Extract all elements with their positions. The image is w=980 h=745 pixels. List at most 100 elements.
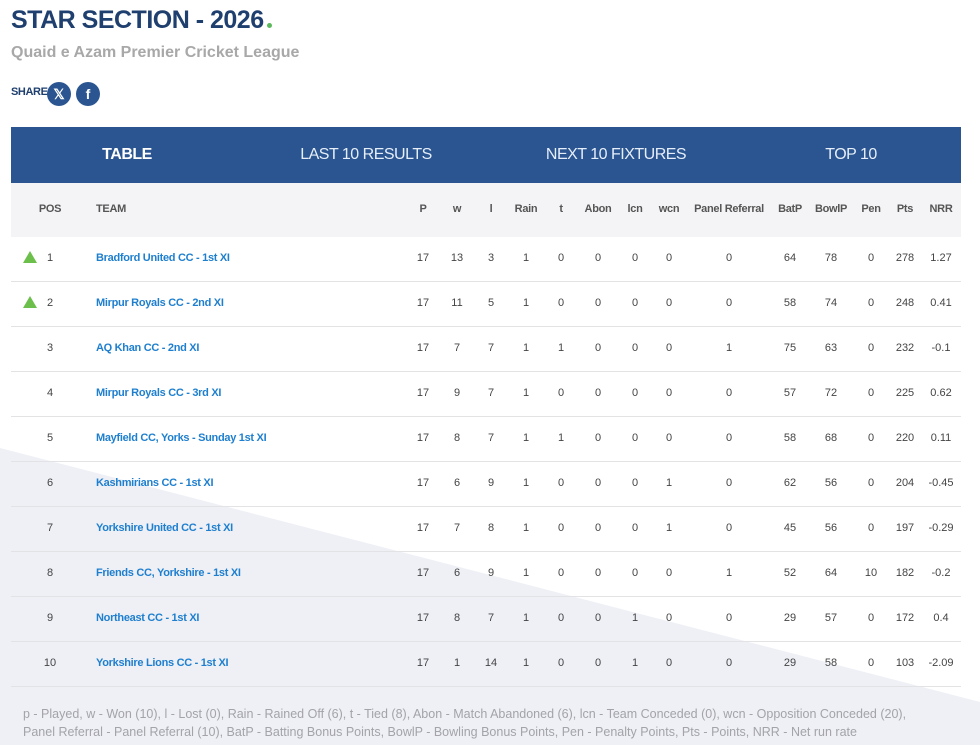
column-header: NRR bbox=[929, 203, 953, 215]
column-header: POS bbox=[38, 203, 62, 215]
cell: 6 bbox=[46, 477, 54, 489]
cell: 58 bbox=[783, 432, 797, 444]
cell: 0 bbox=[725, 612, 733, 624]
cell: 204 bbox=[895, 477, 915, 489]
cell: -0.2 bbox=[931, 567, 951, 579]
cell: 0 bbox=[725, 297, 733, 309]
cell: 248 bbox=[895, 297, 915, 309]
cell: 232 bbox=[895, 342, 915, 354]
cell: 1 bbox=[46, 252, 54, 264]
cell: 6 bbox=[453, 477, 461, 489]
cell: 0 bbox=[867, 477, 875, 489]
team-link[interactable]: Mirpur Royals CC - 2nd XI bbox=[96, 297, 224, 309]
cell: 197 bbox=[895, 522, 915, 534]
facebook-share-button[interactable]: f bbox=[76, 82, 100, 106]
cell: 5 bbox=[487, 297, 495, 309]
cell: 0 bbox=[725, 387, 733, 399]
tab[interactable]: TOP 10 bbox=[825, 146, 877, 163]
cell: 1 bbox=[665, 522, 673, 534]
cell: 103 bbox=[895, 657, 915, 669]
row-divider bbox=[11, 326, 961, 327]
cell: 6 bbox=[453, 567, 461, 579]
cell: 56 bbox=[824, 477, 838, 489]
x-share-button[interactable]: 𝕏 bbox=[47, 82, 71, 106]
cell: 225 bbox=[895, 387, 915, 399]
cell: 29 bbox=[783, 657, 797, 669]
cell: 0 bbox=[665, 297, 673, 309]
cell: 0 bbox=[557, 252, 565, 264]
cell: 0 bbox=[594, 657, 602, 669]
cell: 13 bbox=[450, 252, 464, 264]
tab[interactable]: TABLE bbox=[102, 146, 152, 163]
cell: 0 bbox=[665, 252, 673, 264]
cell: 1 bbox=[522, 432, 530, 444]
row-divider bbox=[11, 371, 961, 372]
team-link[interactable]: AQ Khan CC - 2nd XI bbox=[96, 342, 200, 354]
cell: 0 bbox=[557, 612, 565, 624]
cell: 7 bbox=[46, 522, 54, 534]
row-divider bbox=[11, 686, 961, 687]
cell: 0 bbox=[867, 432, 875, 444]
tab[interactable]: NEXT 10 FIXTURES bbox=[545, 146, 687, 163]
row-divider bbox=[11, 281, 961, 282]
table-header bbox=[11, 183, 961, 237]
team-link[interactable]: Kashmirians CC - 1st XI bbox=[96, 477, 214, 489]
title-text: STAR SECTION - 2026 bbox=[11, 6, 264, 34]
cell: 17 bbox=[416, 297, 430, 309]
cell: 0 bbox=[631, 522, 639, 534]
cell: -0.1 bbox=[931, 342, 951, 354]
cell: 0 bbox=[631, 432, 639, 444]
cell: 0 bbox=[557, 387, 565, 399]
cell: 0 bbox=[594, 612, 602, 624]
cell: 0 bbox=[665, 387, 673, 399]
cell: 52 bbox=[783, 567, 797, 579]
column-header: t bbox=[559, 203, 563, 215]
cell: 58 bbox=[824, 657, 838, 669]
cell: 9 bbox=[46, 612, 54, 624]
cell: 68 bbox=[824, 432, 838, 444]
cell: 0 bbox=[867, 252, 875, 264]
cell: 8 bbox=[46, 567, 54, 579]
cell: 0 bbox=[557, 657, 565, 669]
team-link[interactable]: Friends CC, Yorkshire - 1st XI bbox=[96, 567, 241, 579]
cell: 72 bbox=[824, 387, 838, 399]
team-link[interactable]: Mirpur Royals CC - 3rd XI bbox=[96, 387, 222, 399]
cell: 1 bbox=[522, 657, 530, 669]
cell: 45 bbox=[783, 522, 797, 534]
column-header: Panel Referral bbox=[694, 203, 764, 215]
cell: 0 bbox=[594, 477, 602, 489]
cell: 1 bbox=[665, 477, 673, 489]
team-link[interactable]: Northeast CC - 1st XI bbox=[96, 612, 200, 624]
subtitle: Quaid e Azam Premier Cricket League bbox=[11, 44, 300, 61]
team-link[interactable]: Bradford United CC - 1st XI bbox=[96, 252, 230, 264]
cell: 17 bbox=[416, 252, 430, 264]
cell: 7 bbox=[487, 432, 495, 444]
up-indicator bbox=[23, 296, 37, 308]
team-link[interactable]: Yorkshire United CC - 1st XI bbox=[96, 522, 233, 534]
cell: 1 bbox=[453, 657, 461, 669]
cell: 0.4 bbox=[933, 612, 949, 624]
column-header: l bbox=[489, 203, 493, 215]
team-link[interactable]: Yorkshire Lions CC - 1st XI bbox=[96, 657, 229, 669]
cell: 1 bbox=[557, 342, 565, 354]
cell: 64 bbox=[783, 252, 797, 264]
cell: 1 bbox=[725, 342, 733, 354]
column-header: lcn bbox=[627, 203, 643, 215]
cell: 56 bbox=[824, 522, 838, 534]
cell: 1 bbox=[631, 612, 639, 624]
cell: 74 bbox=[824, 297, 838, 309]
team-link[interactable]: Mayfield CC, Yorks - Sunday 1st XI bbox=[96, 432, 267, 444]
tab[interactable]: LAST 10 RESULTS bbox=[300, 146, 432, 163]
column-header: P bbox=[419, 203, 427, 215]
cell: 0 bbox=[631, 252, 639, 264]
column-header: BowlP bbox=[814, 203, 848, 215]
cell: 0 bbox=[725, 477, 733, 489]
cell: 0 bbox=[631, 567, 639, 579]
cell: 1 bbox=[522, 342, 530, 354]
cell: 220 bbox=[895, 432, 915, 444]
row-divider bbox=[11, 461, 961, 462]
cell: 1 bbox=[522, 387, 530, 399]
cell: 29 bbox=[783, 612, 797, 624]
cell: 0 bbox=[594, 567, 602, 579]
